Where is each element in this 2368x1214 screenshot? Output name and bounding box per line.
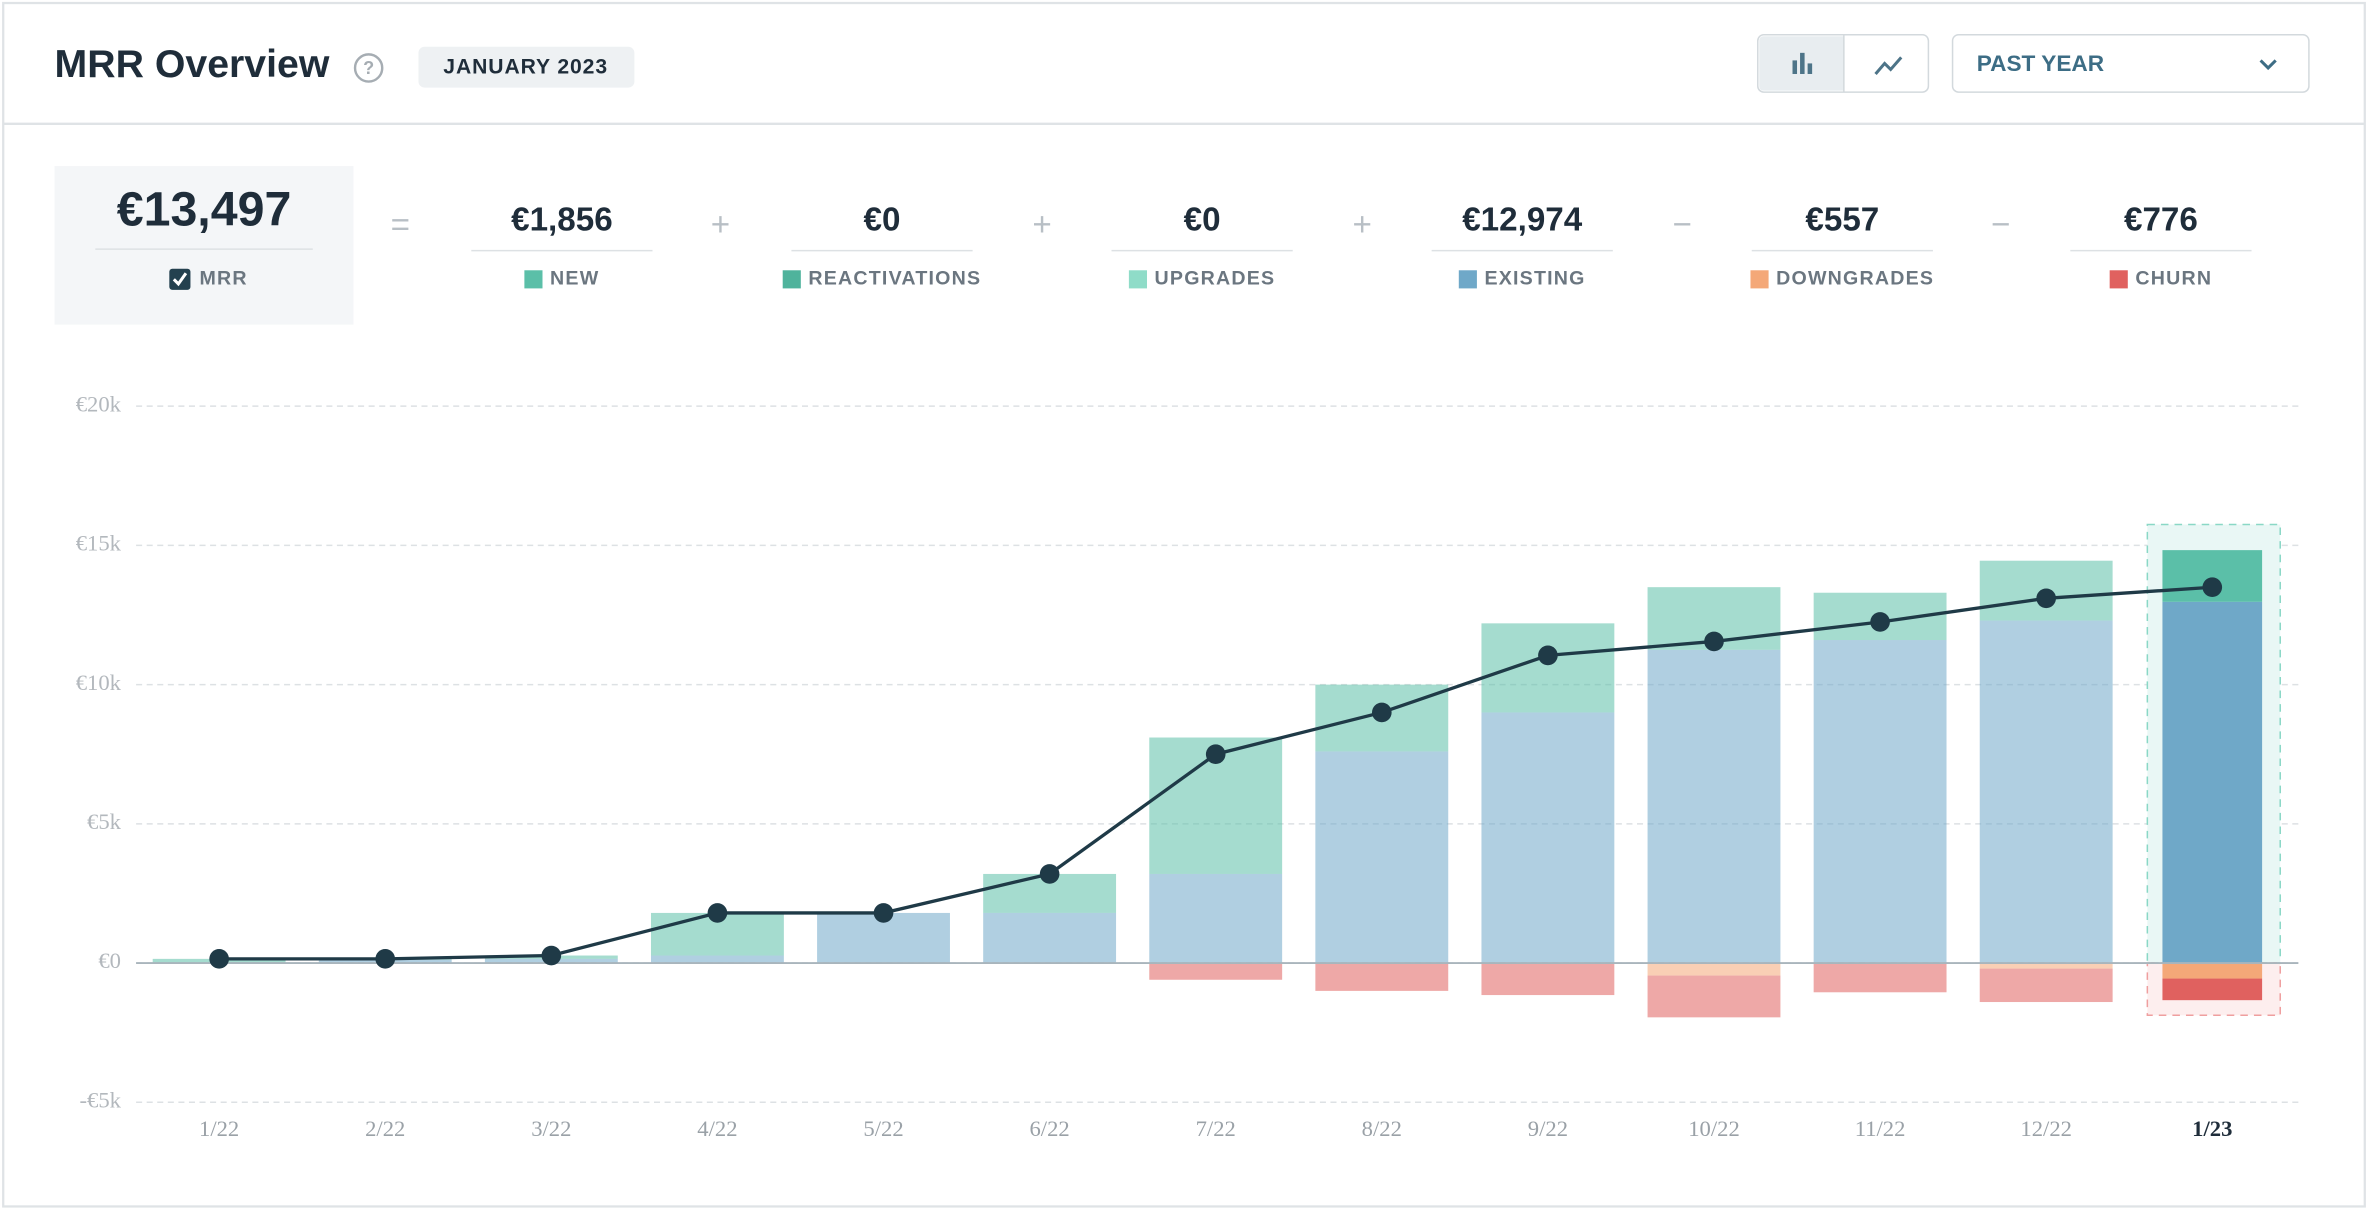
bar-segment <box>1481 963 1615 996</box>
mrr-point <box>707 903 728 923</box>
mrr-point <box>375 949 396 969</box>
x-tick-label: 6/22 <box>1029 1116 1069 1141</box>
x-tick-label: 9/22 <box>1528 1116 1568 1141</box>
check-mark <box>172 272 188 287</box>
bar-segment <box>650 955 784 964</box>
metric-value: €12,974 <box>1462 202 1583 239</box>
y-tick-label: €10k <box>76 670 122 695</box>
metric-label: CHURN <box>2135 268 2212 290</box>
metric-label: REACTIVATIONS <box>808 268 981 290</box>
bar-segment <box>1979 968 2113 1003</box>
bar-segment <box>2162 601 2263 964</box>
chevron <box>2259 59 2277 71</box>
bar-icon <box>1792 52 1813 74</box>
bar-segment <box>983 912 1117 964</box>
help-circle[interactable] <box>353 53 384 83</box>
operator: = <box>391 206 410 243</box>
bar-segment <box>1481 623 1615 713</box>
operator: + <box>711 206 730 243</box>
metric-label: EXISTING <box>1484 268 1585 290</box>
metric-value: €0 <box>864 202 901 239</box>
range-label[interactable]: PAST YEAR <box>1977 51 2104 76</box>
x-tick-label: 2/22 <box>365 1116 405 1141</box>
mrr-point <box>1704 631 1724 652</box>
metric-label: UPGRADES <box>1155 268 1276 290</box>
bar-segment <box>1149 873 1283 964</box>
help-icon[interactable]: ? <box>353 53 384 83</box>
help-mark[interactable]: ? <box>363 58 374 78</box>
x-tick-label: 8/22 <box>1362 1116 1402 1141</box>
metric-label: DOWNGRADES <box>1776 268 1934 290</box>
x-tick-label: 5/22 <box>863 1116 903 1141</box>
metric-swatch <box>524 270 543 289</box>
bar-segment <box>1647 975 1781 1018</box>
period-pill <box>418 46 635 88</box>
metric-value: €0 <box>1184 202 1221 239</box>
bar-segment <box>1979 963 2113 969</box>
mrr-point <box>1039 864 1060 884</box>
x-tick-label: 11/22 <box>1855 1116 1906 1141</box>
y-tick-label: €0 <box>98 948 121 973</box>
mrr-point <box>1205 744 1226 765</box>
y-tick-label: €15k <box>76 531 122 556</box>
x-tick-label: 7/22 <box>1196 1116 1236 1141</box>
bar-segment <box>1813 640 1947 964</box>
mrr-point <box>1538 645 1558 666</box>
bar-segment <box>2162 978 2263 1001</box>
metric-swatch <box>1750 270 1769 289</box>
bar-segment <box>2162 963 2263 979</box>
plot: -€5k €0 €5k €10k €15k €20k 1/22 2/22 3/22 4/22 5/2… <box>76 391 2299 1141</box>
title: MRR Overview <box>55 42 330 86</box>
bar-segment <box>1813 963 1947 993</box>
operator: − <box>1673 206 1692 243</box>
mrr-point <box>1371 702 1392 723</box>
metric-value: €557 <box>1805 202 1879 239</box>
metric-value: €776 <box>2124 202 2198 239</box>
metric-swatch <box>1458 270 1477 289</box>
mrr-point <box>2036 588 2056 609</box>
operator: + <box>1352 206 1371 243</box>
summary-row: = + + + − − €1,856 NEW €0 REACTIVATIONS €0 UPGRADES… <box>391 202 2252 290</box>
x-tick-label: 10/22 <box>1688 1116 1740 1141</box>
mrr-box <box>54 166 354 325</box>
metric-swatch <box>2109 270 2128 289</box>
metric-swatch <box>1128 270 1147 289</box>
operator: − <box>1991 206 2010 243</box>
bar-segment <box>1647 963 1781 976</box>
y-tick-label: €5k <box>87 809 122 834</box>
mrr-total: €13,497 <box>117 183 292 237</box>
bar-segment <box>1481 712 1615 964</box>
metric-label: NEW <box>550 268 599 290</box>
x-tick-label: 1/23 <box>2192 1116 2232 1141</box>
mrr-point <box>541 945 562 966</box>
view-toggle[interactable] <box>1757 33 1930 93</box>
x-tick-label: 1/22 <box>199 1116 239 1141</box>
metric-swatch <box>782 270 801 289</box>
bar-segment <box>1647 649 1781 964</box>
mrr-point <box>1870 612 1890 632</box>
y-tick-label: €20k <box>76 391 122 416</box>
mrr-point <box>2202 577 2223 598</box>
x-tick-label: 3/22 <box>531 1116 571 1141</box>
operator: + <box>1032 206 1051 243</box>
bar-segment <box>1149 963 1283 980</box>
metric-value: €1,856 <box>511 202 613 239</box>
bar-segment <box>1979 620 2113 964</box>
dropdown-frame[interactable] <box>1951 33 2310 93</box>
period: JANUARY 2023 <box>443 56 608 79</box>
mrr-point <box>209 949 229 969</box>
mrr-point <box>873 903 894 923</box>
line-view-button[interactable] <box>1874 56 1903 75</box>
x-tick-label: 12/22 <box>2020 1116 2072 1141</box>
y-tick-label: -€5k <box>80 1087 122 1112</box>
mrr-label: MRR <box>200 268 248 290</box>
bar-segment <box>1315 751 1449 964</box>
range-dropdown[interactable]: PAST YEAR <box>1951 33 2310 93</box>
bar-segment <box>1315 963 1449 991</box>
x-tick-label: 4/22 <box>697 1116 737 1141</box>
